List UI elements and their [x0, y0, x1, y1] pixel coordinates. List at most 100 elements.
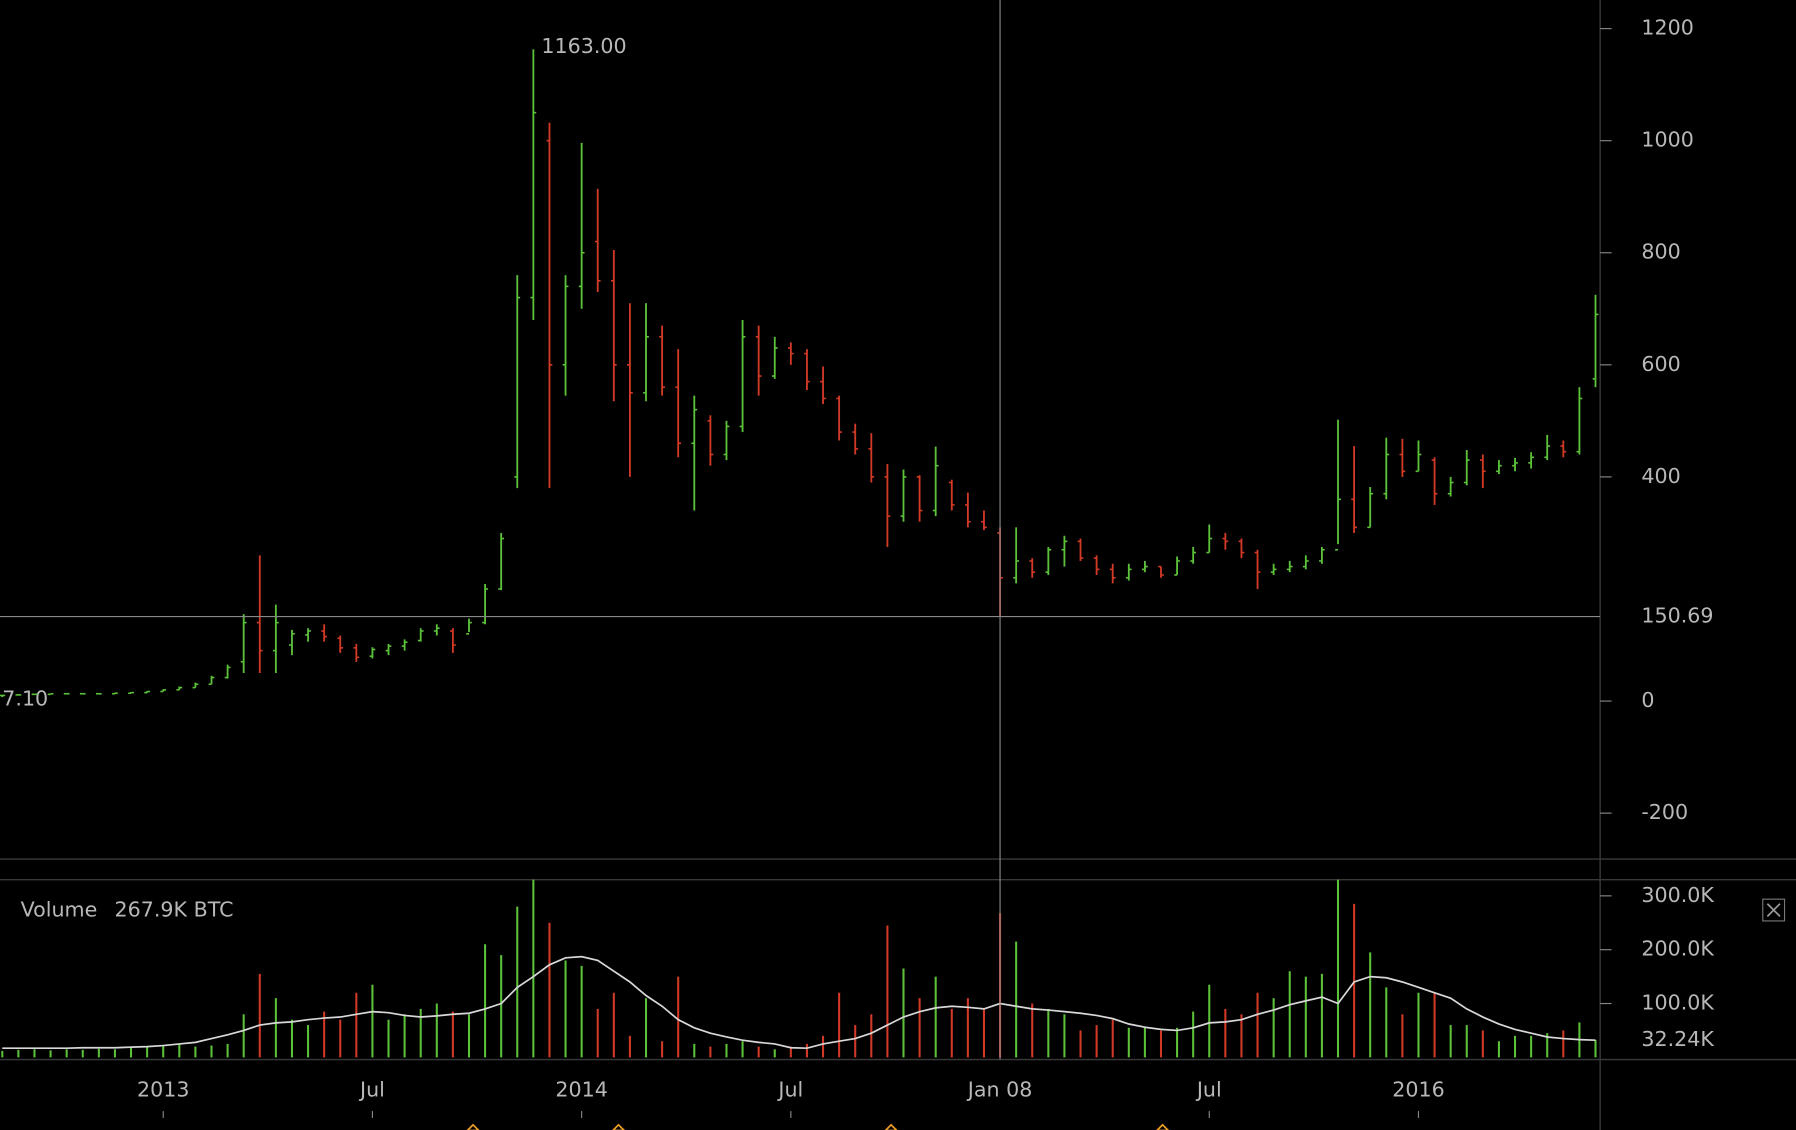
- x-tick-label: Jul: [776, 1077, 803, 1101]
- ohlc-bar: [192, 682, 199, 689]
- ohlc-bar: [739, 320, 746, 433]
- ohlc-bar: [691, 395, 698, 511]
- y-tick-label: 1000: [1641, 128, 1693, 152]
- ohlc-bar: [1013, 527, 1020, 584]
- event-marker[interactable]: [612, 1123, 625, 1130]
- ohlc-bar: [482, 583, 488, 625]
- ohlc-bar: [1383, 437, 1390, 500]
- ohlc-bar: [965, 492, 971, 528]
- ohlc-bar: [594, 188, 601, 292]
- ohlc-bar: [1077, 538, 1084, 561]
- volume-tick-label: 100.0K: [1641, 991, 1714, 1015]
- ohlc-bar: [1238, 538, 1245, 559]
- ohlc-bar: [256, 555, 263, 674]
- ohlc-bar: [868, 433, 875, 483]
- ohlc-bar: [1093, 555, 1100, 575]
- ohlc-bar: [160, 689, 167, 693]
- ohlc-bar: [1174, 556, 1180, 576]
- ohlc-bar: [562, 275, 569, 396]
- ohlc-bar: [1270, 563, 1277, 575]
- event-marker[interactable]: [884, 1123, 898, 1130]
- ohlc-bar: [1367, 486, 1374, 529]
- y-tick-label: 600: [1641, 352, 1680, 376]
- ohlc-bar: [546, 122, 553, 489]
- ohlc-bar: [1576, 387, 1583, 455]
- ohlc-bar: [1190, 546, 1197, 564]
- ohlc-bar: [47, 692, 54, 696]
- ohlc-bar: [755, 325, 762, 396]
- event-marker[interactable]: [1156, 1123, 1169, 1130]
- ohlc-bar: [852, 423, 859, 455]
- ohlc-bar: [1592, 294, 1599, 388]
- ohlc-bar: [932, 446, 939, 517]
- ohlc-bar: [1254, 549, 1261, 589]
- ohlc-bar: [353, 643, 360, 662]
- ohlc-bar: [95, 692, 102, 695]
- volume-tick-label: 300.0K: [1641, 883, 1714, 907]
- ohlc-bar: [1319, 546, 1325, 564]
- x-tick-label: Jul: [358, 1077, 385, 1101]
- ohlc-bar: [321, 624, 328, 642]
- ohlc-bar: [1206, 524, 1213, 554]
- y-tick-label: -200: [1641, 800, 1688, 824]
- close-button-box[interactable]: [1762, 898, 1786, 922]
- ohlc-bar: [450, 628, 456, 653]
- ohlc-bar: [1512, 457, 1518, 472]
- ohlc-bar: [610, 249, 617, 402]
- ohlc-bar: [433, 624, 440, 636]
- x-tick-label: 2014: [555, 1077, 607, 1101]
- ohlc-bar: [1544, 434, 1551, 461]
- ohlc-bar: [1286, 560, 1293, 573]
- ohlc-bar: [498, 532, 505, 591]
- ohlc-bar: [0, 694, 6, 698]
- volume-last-label: 32.24K: [1641, 1027, 1714, 1051]
- ohlc-bar: [128, 691, 134, 695]
- ohlc-bar: [1302, 555, 1309, 570]
- ohlc-bar: [112, 692, 118, 695]
- ohlc-bar: [1560, 440, 1567, 458]
- y-tick-label: 0: [1641, 688, 1654, 712]
- ohlc-bar: [466, 618, 472, 635]
- ohlc-bar: [208, 675, 215, 686]
- high-label: 1163.00: [541, 34, 626, 58]
- ohlc-bar: [643, 303, 649, 402]
- ohlc-bar: [884, 464, 891, 547]
- event-markers: [466, 1123, 1169, 1130]
- y-tick-label: 1200: [1641, 16, 1693, 40]
- ohlc-bar: [224, 664, 231, 679]
- ohlc-bar: [1447, 476, 1454, 497]
- ohlc-bar: [240, 614, 247, 674]
- ohlc-bar: [1335, 419, 1341, 551]
- ohlc-bar: [948, 479, 955, 511]
- ohlc-bar: [1463, 450, 1470, 486]
- ohlc-bar: [820, 366, 826, 405]
- volume-tick-label: 200.0K: [1641, 937, 1714, 961]
- ohlc-bar: [385, 643, 392, 656]
- ohlc-bar: [369, 647, 376, 659]
- ohlc-bar: [1479, 454, 1486, 489]
- ohlc-bar: [1351, 446, 1357, 533]
- ohlc-bar: [1125, 563, 1132, 581]
- ohlc-bar: [514, 275, 521, 489]
- x-tick-label: Jul: [1195, 1077, 1222, 1101]
- ohlc-bar: [530, 49, 537, 321]
- ohlc-bar: [144, 690, 150, 694]
- ohlc-bar: [1496, 460, 1502, 475]
- ohlc-bar: [900, 469, 907, 522]
- ohlc-bar: [1061, 535, 1068, 567]
- ohlc-bar: [1109, 563, 1116, 584]
- ohlc-bar: [1222, 532, 1229, 550]
- close-icon[interactable]: [1766, 903, 1781, 917]
- ohlc-bar: [1415, 440, 1422, 473]
- volume-legend-value: 267.9K BTC: [115, 898, 234, 922]
- event-marker[interactable]: [466, 1123, 480, 1130]
- ohlc-bar: [707, 415, 714, 466]
- ohlc-bar: [675, 349, 682, 458]
- ohlc-bar: [981, 510, 987, 531]
- ohlc-bar: [659, 325, 665, 396]
- ohlc-bar: [627, 303, 633, 477]
- close-button[interactable]: [1762, 898, 1786, 922]
